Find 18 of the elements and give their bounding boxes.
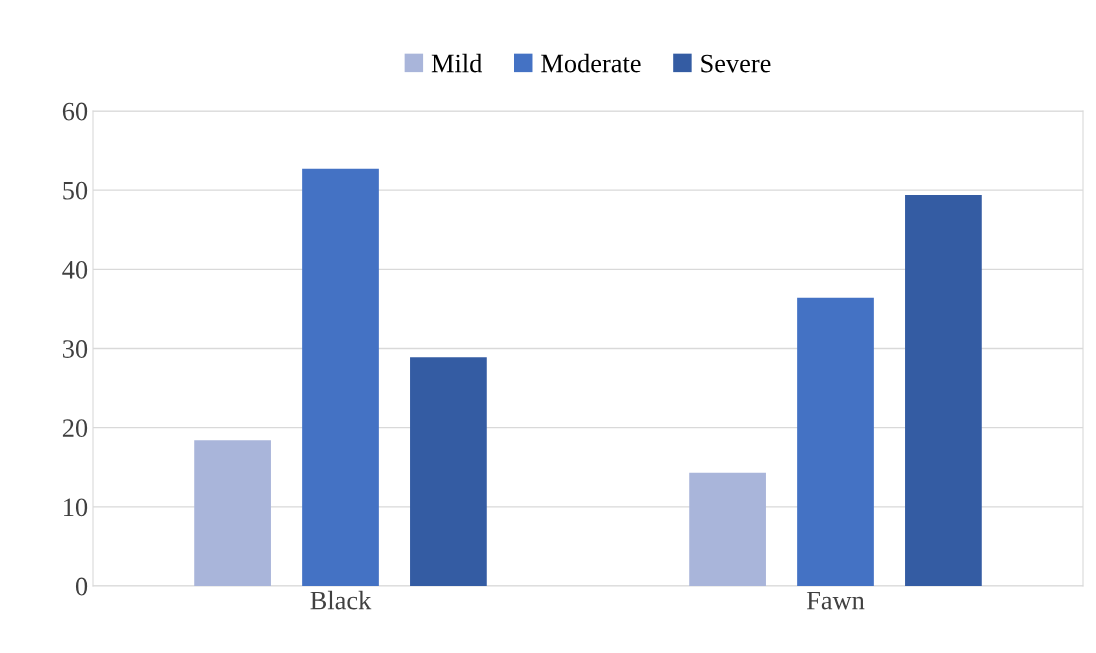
y-tick-label: 0 — [75, 577, 88, 596]
bar — [905, 194, 982, 586]
legend-label: Mild — [431, 53, 483, 73]
bar — [797, 297, 874, 586]
y-tick-label: 20 — [62, 419, 88, 438]
bar — [410, 357, 487, 586]
bar — [689, 472, 766, 586]
y-tick-label: 60 — [62, 102, 88, 121]
y-tick-label: 30 — [63, 340, 88, 358]
legend-label: Moderate — [541, 53, 641, 73]
y-tick-label: 10 — [64, 498, 88, 517]
y-tick-label: 40 — [62, 260, 88, 279]
legend-label: Severe — [701, 54, 771, 73]
x-tick-label: Black — [310, 590, 372, 610]
bar — [302, 168, 379, 586]
x-tick-label: Fawn — [806, 591, 865, 610]
bar — [194, 440, 271, 586]
y-tick-label: 50 — [63, 181, 88, 200]
